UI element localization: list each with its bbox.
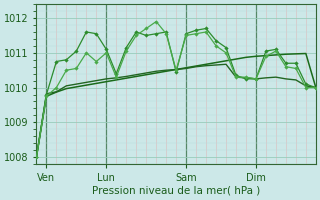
X-axis label: Pression niveau de la mer( hPa ): Pression niveau de la mer( hPa ): [92, 186, 260, 196]
